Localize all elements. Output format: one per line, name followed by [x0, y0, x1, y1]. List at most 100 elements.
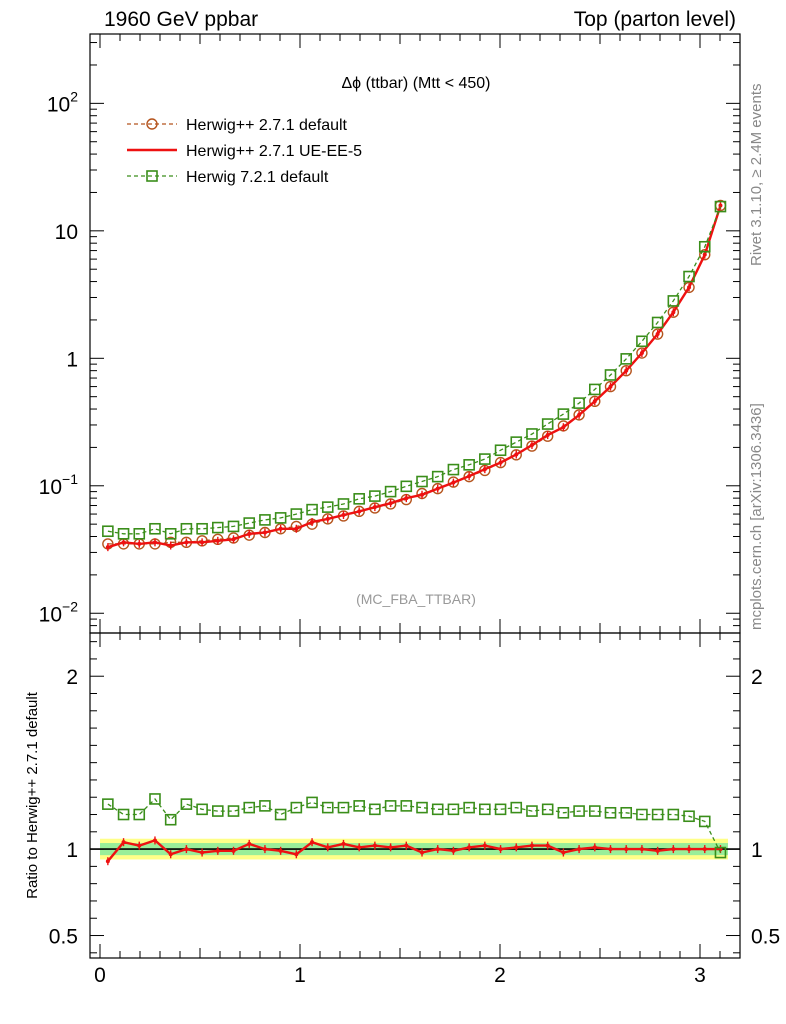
ratio-series-2-point	[463, 801, 475, 814]
main-series-2-point	[133, 528, 146, 540]
ratio-series-1-point	[577, 847, 582, 852]
main-series-0-point	[463, 470, 475, 483]
header-right: Top (parton level)	[573, 8, 736, 31]
main-series-1-point	[404, 496, 409, 501]
ratio-series-1-point	[498, 847, 503, 852]
main-series-1-point	[467, 474, 472, 479]
ratio-frame	[89, 632, 741, 959]
ratio-series-1-line	[106, 839, 721, 862]
legend-label: Herwig 7.2.1 default	[186, 169, 329, 186]
ratio-series-1-point	[372, 843, 377, 848]
legend-marker	[146, 118, 158, 130]
ratio-series-2-point	[353, 800, 365, 812]
ratio-series-2-point	[227, 805, 240, 817]
ratio-series-1-point	[514, 845, 519, 850]
x-tick-label: 2	[494, 964, 506, 987]
ratio-series-1-point	[357, 845, 362, 850]
main-series-2-point	[588, 383, 601, 396]
ratio-series-2-point	[651, 808, 664, 821]
ratio-series-1-point	[231, 848, 236, 853]
ratio-series-1-point	[310, 840, 315, 845]
ratio-series-1-point	[105, 859, 110, 864]
main-series-1-point	[278, 526, 283, 531]
main-series-2-point	[290, 508, 303, 520]
main-series-1-point	[137, 541, 142, 546]
main-series-2-point	[384, 485, 397, 498]
main-series-1-point	[687, 285, 692, 290]
main-series-2-point	[180, 522, 193, 535]
main-series-2-point	[416, 475, 428, 488]
ratio-y-tick-label: 2	[66, 666, 78, 689]
ratio-series-1-point	[262, 847, 267, 852]
ratio-series-2-point	[541, 803, 554, 816]
main-series-1-point	[247, 531, 252, 536]
ratio-series-1-point	[137, 843, 142, 848]
ratio-series-2-point	[683, 810, 695, 823]
main-series-2-point	[149, 522, 161, 535]
main-series-0-point	[510, 449, 522, 461]
ratio-series-1-point	[624, 847, 629, 852]
ratio-series-2-point	[290, 801, 303, 814]
main-series-1-point	[420, 492, 425, 497]
main-series-2-point	[651, 316, 664, 329]
main-series-1-point	[608, 384, 613, 389]
ratio-series-1-point	[341, 841, 346, 846]
ratio-series-2-point	[510, 801, 523, 814]
main-series-2-point	[369, 490, 381, 502]
y-tick-label: 10	[55, 221, 78, 244]
main-series-2-point	[636, 335, 648, 348]
main-series-1-point	[545, 433, 550, 438]
ratio-panel: 0.5 0.5 1 1 2 2 0 1 2 3 Ratio to Herwig++ 2.7.1 de…	[24, 632, 780, 987]
ratio-y-tick-label-right: 1	[751, 839, 763, 862]
main-series-2-point	[243, 517, 256, 529]
ratio-series-1-point	[467, 845, 472, 850]
main-series-0-point	[494, 456, 507, 469]
ratio-series-1-point	[561, 850, 566, 855]
main-series-1-point	[529, 442, 534, 447]
ratio-series-1-point	[529, 843, 534, 848]
ratio-series-1-point	[200, 850, 205, 855]
main-series-2-point	[510, 436, 523, 448]
main-series-1-point	[231, 537, 236, 542]
ratio-series-2-point	[698, 815, 711, 828]
ratio-series-1-point	[184, 847, 189, 852]
ratio-series-1-point	[215, 848, 220, 853]
ratio-series-1-point	[451, 848, 456, 853]
y-tick-label: 1	[66, 348, 78, 371]
ratio-series-2-point	[384, 800, 397, 812]
main-series-0-point	[620, 364, 632, 377]
ratio-series-2-point	[196, 803, 208, 816]
main-series-1-point	[357, 509, 362, 514]
main-series-2-point	[479, 453, 491, 465]
legend-label: Herwig++ 2.7.1 UE-EE-5	[186, 143, 362, 160]
main-series-1-point	[702, 252, 707, 257]
main-series-2-point	[541, 418, 554, 430]
legend-marker	[146, 170, 158, 182]
ratio-series-2-point	[636, 808, 648, 821]
main-series-1-point	[372, 505, 377, 510]
ratio-y-tick-label: 1	[66, 839, 78, 862]
ratio-series-2-point	[573, 805, 585, 817]
x-tick-label: 3	[694, 964, 706, 987]
ratio-series-2-point	[667, 808, 680, 821]
main-series-1-line	[107, 205, 722, 549]
ratio-y-tick-label: 0.5	[49, 926, 78, 949]
y-tick-label: 102	[47, 88, 78, 116]
main-series-2-point	[604, 369, 617, 381]
ratio-y-tick-label-right: 0.5	[751, 926, 780, 949]
legend-label: Herwig++ 2.7.1 default	[186, 117, 348, 134]
ratio-series-1-point	[592, 845, 597, 850]
main-series-2-point	[573, 397, 585, 409]
ratio-series-1-point	[420, 850, 425, 855]
main-series-2-line	[107, 206, 722, 535]
main-series-0-point	[636, 347, 648, 359]
ratio-series-2-point	[494, 803, 507, 816]
main-series-1-point	[105, 545, 110, 550]
main-series-2-point	[274, 512, 287, 524]
main-series-2-point	[667, 295, 680, 307]
ratio-series-2-point	[149, 793, 161, 805]
x-tick-label: 1	[294, 964, 306, 987]
main-series-2-point	[196, 522, 208, 535]
ratio-ylabel: Ratio to Herwig++ 2.7.1 default	[24, 691, 41, 899]
main-series-2-point	[102, 525, 114, 538]
